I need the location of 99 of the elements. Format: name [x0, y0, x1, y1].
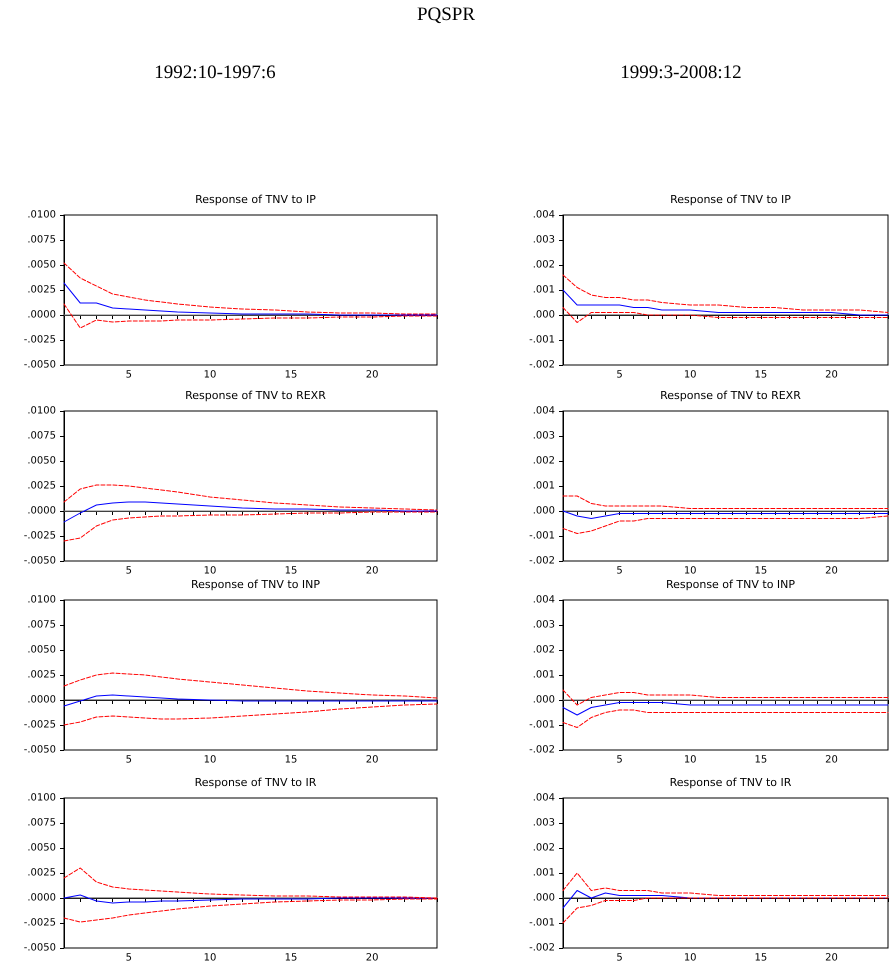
- x-tick-label: 15: [754, 566, 768, 576]
- y-tick-label: .0025: [27, 868, 56, 878]
- y-tick-label: .0050: [27, 842, 56, 854]
- x-tick-label: 20: [366, 566, 378, 576]
- y-tick-label: .0025: [27, 480, 56, 492]
- y-tick-label: .000: [532, 310, 555, 320]
- y-tick-label: .003: [532, 430, 555, 442]
- y-tick-label: -.0025: [24, 334, 56, 346]
- x-tick-label: 20: [825, 952, 838, 962]
- x-tick-label: 15: [754, 952, 768, 962]
- y-tick-label: .000: [532, 892, 555, 904]
- y-tick-label: .004: [532, 594, 555, 606]
- x-tick-label: 5: [616, 754, 623, 766]
- x-tick-label: 5: [616, 952, 623, 962]
- y-tick-label: -.0025: [24, 720, 56, 730]
- text: 1999:3-2008:12: [619, 62, 743, 84]
- y-tick-label: .004: [532, 210, 555, 220]
- x-tick-label: 10: [204, 754, 216, 766]
- x-tick-label: 15: [754, 370, 768, 380]
- y-tick-label: -.002: [529, 744, 555, 756]
- x-tick-label: 20: [825, 754, 838, 766]
- y-tick-label: -.0050: [24, 360, 56, 370]
- y-tick-label: .0025: [27, 284, 56, 296]
- x-tick-label: 10: [204, 370, 216, 380]
- y-tick-label: .001: [532, 284, 555, 296]
- y-tick-label: -.001: [529, 918, 555, 928]
- y-tick-label: .000: [532, 694, 555, 706]
- x-tick-label: 20: [825, 370, 838, 380]
- y-tick-label: -.002: [529, 360, 555, 370]
- y-tick-label: .002: [532, 644, 555, 656]
- y-tick-label: .0050: [27, 644, 56, 656]
- x-tick-label: 15: [284, 952, 298, 962]
- x-tick-label: 5: [126, 566, 132, 576]
- x-tick-label: 15: [284, 370, 298, 380]
- y-tick-label: .0100: [27, 594, 56, 606]
- y-tick-label: -.0025: [24, 530, 56, 542]
- y-tick-label: .0100: [27, 792, 56, 804]
- y-tick-label: .002: [532, 842, 555, 854]
- chart-title: Response of TNV to IP: [670, 193, 792, 206]
- y-tick-label: .0050: [27, 260, 56, 270]
- y-tick-label: .003: [532, 818, 555, 828]
- y-tick-label: .002: [532, 260, 555, 270]
- chart-title: Response of TNV to IR: [194, 776, 317, 789]
- chart-title: Response of TNV to INP: [666, 578, 796, 591]
- y-tick-label: -.001: [529, 720, 555, 730]
- text: 1992:10-1997:6: [153, 62, 277, 84]
- y-tick-label: -.001: [529, 334, 555, 346]
- y-tick-label: .004: [532, 792, 555, 804]
- y-tick-label: .0000: [27, 694, 56, 706]
- x-tick-label: 5: [126, 370, 132, 380]
- y-tick-label: .0075: [27, 234, 56, 246]
- x-tick-label: 15: [284, 754, 298, 766]
- y-tick-label: .0100: [27, 210, 56, 220]
- x-tick-label: 15: [754, 754, 768, 766]
- y-tick-label: .0000: [27, 506, 56, 516]
- x-tick-label: 5: [616, 370, 623, 380]
- x-tick-label: 20: [366, 754, 378, 766]
- y-tick-label: .002: [532, 456, 555, 466]
- y-tick-label: .001: [532, 670, 555, 680]
- chart-title: Response of TNV to INP: [190, 578, 320, 591]
- x-tick-label: 5: [126, 754, 132, 766]
- y-tick-label: .0100: [27, 406, 56, 416]
- y-tick-label: .0025: [27, 670, 56, 680]
- x-tick-label: 10: [684, 370, 697, 380]
- y-tick-label: .003: [532, 620, 555, 630]
- x-tick-label: 20: [366, 370, 378, 380]
- x-tick-label: 20: [825, 566, 838, 576]
- x-tick-label: 10: [684, 754, 697, 766]
- x-tick-label: 10: [204, 566, 216, 576]
- y-tick-label: -.002: [529, 942, 555, 954]
- y-tick-label: -.0050: [24, 942, 56, 954]
- y-tick-label: -.0050: [24, 556, 56, 566]
- y-tick-label: .003: [532, 234, 555, 246]
- x-tick-label: 20: [366, 952, 378, 962]
- y-tick-label: .004: [532, 406, 555, 416]
- x-tick-label: 5: [126, 952, 132, 962]
- chart-title: Response of TNV to REXR: [185, 389, 326, 402]
- x-tick-label: 10: [204, 952, 216, 962]
- text: PQSPR: [416, 4, 476, 26]
- x-tick-label: 15: [284, 566, 298, 576]
- chart-title: Response of TNV to IR: [670, 776, 792, 789]
- y-tick-label: .0000: [27, 310, 56, 320]
- chart-title: Response of TNV to REXR: [660, 389, 802, 402]
- x-tick-label: 10: [684, 566, 697, 576]
- x-tick-label: 5: [616, 566, 623, 576]
- y-tick-label: .001: [532, 868, 555, 878]
- y-tick-label: -.0050: [24, 744, 56, 756]
- y-tick-label: .0050: [27, 456, 56, 466]
- y-tick-label: .0075: [27, 620, 56, 630]
- y-tick-label: .0075: [27, 430, 56, 442]
- y-tick-label: .0000: [27, 892, 56, 904]
- y-tick-label: .001: [532, 480, 555, 492]
- y-tick-label: -.0025: [24, 918, 56, 928]
- y-tick-label: .000: [532, 506, 555, 516]
- y-tick-label: -.002: [529, 556, 555, 566]
- y-tick-label: -.001: [529, 530, 555, 542]
- chart-title: Response of TNV to IP: [195, 193, 316, 206]
- x-tick-label: 10: [684, 952, 697, 962]
- y-tick-label: .0075: [27, 818, 56, 828]
